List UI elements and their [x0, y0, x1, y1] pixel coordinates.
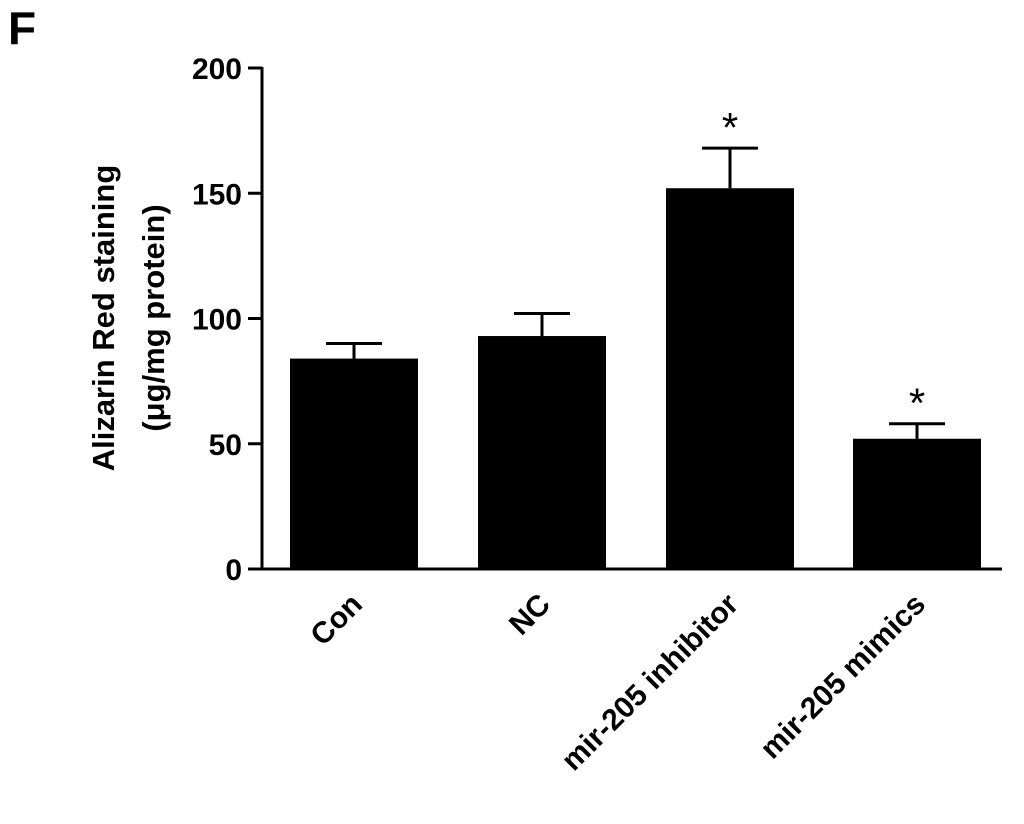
y-tick-label: 200 — [192, 53, 242, 86]
y-tick-label: 0 — [225, 554, 242, 587]
y-axis-title-line2: (μg/mg protein) — [136, 204, 171, 431]
y-axis-title-line1: Alizarin Red staining — [86, 165, 121, 472]
error-bars — [326, 146, 945, 439]
significance-marks: ** — [722, 104, 925, 427]
panel-label: F — [8, 2, 36, 54]
bar — [666, 188, 794, 570]
significance-asterisk: * — [909, 380, 925, 427]
bar — [853, 438, 981, 569]
bar — [478, 336, 606, 569]
bars — [290, 188, 981, 570]
y-tick-label: 150 — [192, 178, 242, 211]
x-tick-label: NC — [503, 588, 557, 642]
y-tick-label: 50 — [209, 429, 242, 462]
y-ticks: 0 50 100 150 200 — [192, 53, 262, 587]
x-tick-label: mir-205 mimics — [754, 588, 932, 766]
y-tick-label: 100 — [192, 304, 242, 337]
x-tick-label: Con — [304, 588, 369, 653]
y-axis-title: Alizarin Red staining (μg/mg protein) — [86, 165, 171, 472]
x-tick-label: mir-205 inhibitor — [555, 587, 745, 777]
significance-asterisk: * — [722, 104, 738, 151]
bar — [290, 358, 418, 569]
